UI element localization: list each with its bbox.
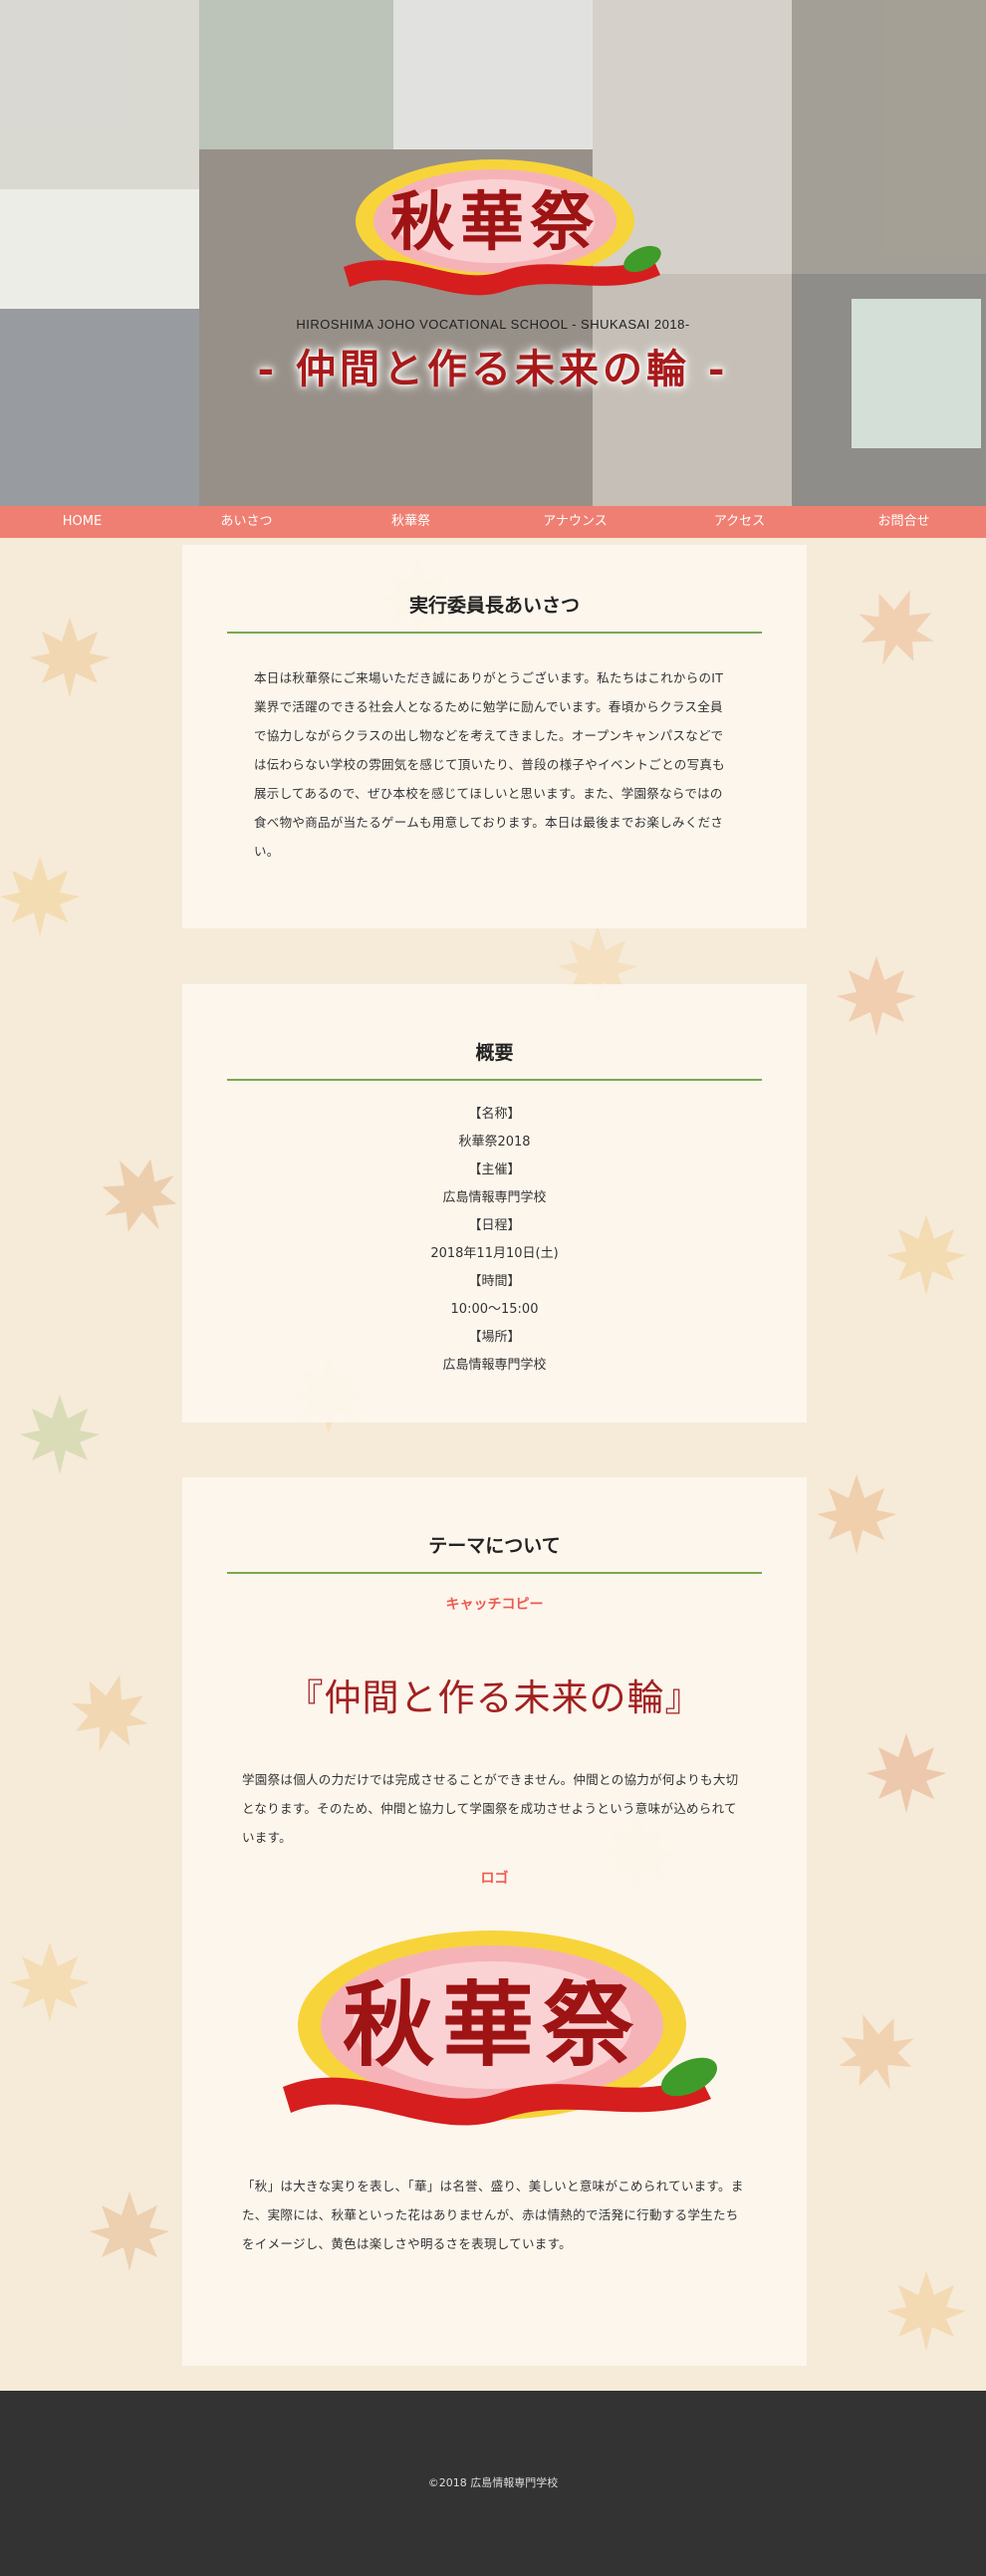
overview-value: 秋華祭2018	[458, 1135, 531, 1150]
logo-text: 秋華祭	[390, 185, 600, 260]
hero-subtitle: HIROSHIMA JOHO VOCATIONAL SCHOOL - SHUKA…	[296, 317, 690, 332]
ribbon	[344, 245, 661, 296]
overview-label: 【時間】	[468, 1274, 521, 1289]
footer: ©2018 広島情報専門学校	[0, 2391, 986, 2576]
copyright: ©2018 広島情報専門学校	[427, 2476, 559, 2489]
catch-copy: 『仲間と作る未来の輪』	[286, 1676, 703, 1719]
overview-value: 広島情報専門学校	[442, 1190, 547, 1205]
catch-heading: キャッチコピー	[445, 1597, 544, 1613]
overview-label: 【名称】	[468, 1107, 521, 1122]
logo-text: 秋華祭	[342, 1971, 640, 2079]
overview-label: 【日程】	[468, 1218, 521, 1233]
festival-logo: 秋華祭	[324, 149, 667, 314]
greeting-body: 本日は秋華祭にご来場いただき誠にありがとうございます。私たちはこれからのIT業界…	[254, 670, 725, 859]
catch-body: 学園祭は個人の力だけでは完成させることができません。仲間との協力が何よりも大切と…	[242, 1772, 739, 1845]
ribbon	[282, 2057, 717, 2126]
hero-catchphrase: - 仲間と作る未来の輪 -	[257, 346, 729, 392]
hero-banner: 秋華祭 HIROSHIMA JOHO VOCATIONAL SCHOOL - S…	[0, 0, 986, 506]
nav-greeting[interactable]: あいさつ	[220, 514, 273, 529]
overview-value: 2018年11月10日(土)	[430, 1246, 559, 1261]
photo-tile	[0, 309, 199, 506]
nav-home[interactable]: HOME	[62, 514, 103, 529]
monitor-screen	[852, 299, 981, 448]
photo-tile	[199, 0, 393, 149]
photo-tile	[0, 189, 199, 309]
section-title: 概要	[227, 1038, 762, 1081]
festival-logo-large: 秋華祭	[261, 1918, 729, 2152]
photo-tile	[0, 0, 199, 189]
overview-label: 【主催】	[468, 1162, 521, 1177]
nav-contact[interactable]: お問合せ	[877, 514, 930, 529]
overview-section: 概要 【名称】 秋華祭2018 【主催】 広島情報専門学校 【日程】 2018年…	[182, 984, 807, 1422]
section-title: テーマについて	[227, 1531, 762, 1574]
greeting-section: 実行委員長あいさつ 本日は秋華祭にご来場いただき誠にありがとうございます。私たち…	[182, 545, 807, 928]
flower-petals	[356, 159, 634, 283]
logo-heading: ロゴ	[480, 1871, 509, 1887]
overview-value: 10:00～15:00	[450, 1302, 539, 1317]
photo-tile	[593, 274, 792, 506]
nav-access[interactable]: アクセス	[713, 514, 766, 529]
nav-announce[interactable]: アナウンス	[543, 514, 608, 529]
overview-label: 【場所】	[468, 1330, 521, 1345]
global-nav: HOME あいさつ 秋華祭 アナウンス アクセス お問合せ	[0, 506, 986, 538]
nav-festival[interactable]: 秋華祭	[390, 514, 430, 529]
photo-tile	[393, 0, 593, 149]
section-title: 実行委員長あいさつ	[227, 591, 762, 634]
theme-section: テーマについて キャッチコピー 『仲間と作る未来の輪』 学園祭は個人の力だけでは…	[182, 1477, 807, 2366]
photo-tile	[792, 0, 986, 274]
overview-value: 広島情報専門学校	[442, 1358, 547, 1373]
overview-list: 【名称】 秋華祭2018 【主催】 広島情報専門学校 【日程】 2018年11月…	[242, 1101, 747, 1380]
logo-body: 「秋」は大きな実りを表し、「華」は名誉、盛り、美しいと意味がこめられています。ま…	[242, 2179, 744, 2251]
flower-petals	[297, 1931, 686, 2120]
